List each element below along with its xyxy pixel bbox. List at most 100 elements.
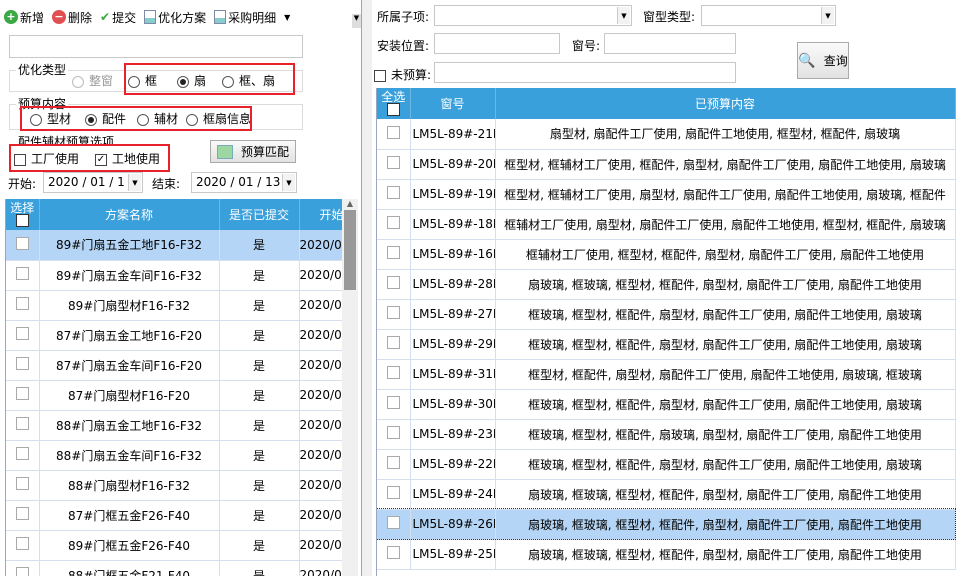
radio-frame-sash[interactable]: 框、扇 — [222, 72, 275, 89]
table-row[interactable]: LM5L-89#-22F20框玻璃, 框型材, 框配件, 扇型材, 扇配件工厂使… — [377, 449, 956, 480]
table-row[interactable]: 88#门框五金F21-F40 是 2020/0 — [6, 560, 342, 576]
table-row[interactable]: 89#门扇型材F16-F32 是 2020/0 — [6, 290, 342, 321]
factory-use-checkbox[interactable]: 工厂使用 — [14, 150, 79, 167]
table-row[interactable]: LM5L-89#-24F22扇玻璃, 框玻璃, 框型材, 框配件, 扇型材, 扇… — [377, 479, 956, 510]
row-checkbox[interactable] — [6, 230, 40, 261]
unbudgeted-checkbox[interactable]: 未预算: — [374, 66, 431, 83]
row-checkbox[interactable] — [377, 299, 411, 330]
row-checkbox[interactable] — [377, 539, 411, 570]
table-row[interactable]: LM5L-89#-16F15框辅材工厂使用, 框型材, 框配件, 扇型材, 扇配… — [377, 239, 956, 270]
row-checkbox[interactable] — [377, 119, 411, 150]
window-no-input[interactable] — [604, 33, 736, 54]
row-checkbox[interactable] — [6, 560, 40, 576]
table-row[interactable]: LM5L-89#-25F23扇玻璃, 框玻璃, 框型材, 框配件, 扇型材, 扇… — [377, 539, 956, 570]
table-row[interactable]: 87#门扇五金车间F16-F20 是 2020/0 — [6, 350, 342, 381]
row-checkbox[interactable] — [6, 290, 40, 321]
row-checkbox[interactable] — [6, 260, 40, 291]
table-row[interactable]: LM5L-89#-31F29框型材, 框配件, 扇型材, 扇配件工厂使用, 扇配… — [377, 359, 956, 390]
table-row[interactable]: LM5L-89#-20F18框型材, 框辅材工厂使用, 框配件, 扇型材, 扇配… — [377, 149, 956, 180]
start-date-picker[interactable]: 2020 / 01 / 1 ▼ — [43, 172, 143, 193]
location-input[interactable] — [434, 33, 560, 54]
row-checkbox[interactable] — [377, 509, 411, 540]
table-row[interactable]: 88#门扇型材F16-F32 是 2020/0 — [6, 470, 342, 501]
table-row[interactable]: 89#门框五金F26-F40 是 2020/0 — [6, 530, 342, 561]
column-header-budget-content[interactable]: 已预算内容 — [495, 88, 956, 119]
name-input[interactable] — [9, 35, 303, 58]
toolbar-overflow-button[interactable]: ▼ — [352, 14, 361, 28]
table-row[interactable]: LM5L-89#-23F21框玻璃, 框型材, 框配件, 扇玻璃, 扇型材, 扇… — [377, 419, 956, 450]
window-no-cell: LM5L-89#-28F26 — [410, 269, 496, 300]
table-row[interactable]: LM5L-89#-18F16框辅材工厂使用, 扇型材, 扇配件工厂使用, 扇配件… — [377, 209, 956, 240]
row-checkbox[interactable] — [377, 149, 411, 180]
budget-match-button[interactable]: 预算匹配 — [210, 140, 296, 163]
row-checkbox[interactable] — [6, 440, 40, 471]
add-button[interactable]: + 新增 — [4, 9, 44, 26]
right-panel: 所属子项: ▼ 窗型类型: ▼ 安装位置: 窗号: 未预算: 🔍 查询 全选 窗号… — [372, 0, 956, 576]
table-row[interactable]: LM5L-89#-27F25框玻璃, 框型材, 框配件, 扇型材, 扇配件工厂使… — [377, 299, 956, 330]
row-checkbox[interactable] — [377, 239, 411, 270]
window-type-select[interactable]: ▼ — [701, 5, 836, 26]
column-header-window-no[interactable]: 窗号 — [410, 88, 496, 119]
radio-frame[interactable]: 框 — [128, 72, 157, 89]
end-date-picker[interactable]: 2020 / 01 / 13 ▼ — [191, 172, 297, 193]
row-checkbox[interactable] — [6, 320, 40, 351]
row-checkbox[interactable] — [377, 449, 411, 480]
row-checkbox[interactable] — [6, 500, 40, 531]
table-row[interactable]: LM5L-89#-26F24扇玻璃, 框玻璃, 框型材, 框配件, 扇型材, 扇… — [377, 508, 956, 540]
row-checkbox[interactable] — [377, 479, 411, 510]
row-checkbox[interactable] — [377, 359, 411, 390]
select-all-header[interactable]: 全选 — [377, 88, 411, 119]
row-checkbox[interactable] — [6, 410, 40, 441]
row-checkbox[interactable] — [377, 269, 411, 300]
table-row[interactable]: LM5L-89#-29F27框玻璃, 框型材, 框配件, 扇型材, 扇配件工厂使… — [377, 329, 956, 360]
query-button[interactable]: 🔍 查询 — [797, 42, 849, 79]
vertical-scrollbar[interactable]: ▲ — [342, 199, 358, 576]
submitted-cell: 是 — [219, 290, 300, 321]
row-checkbox[interactable] — [377, 419, 411, 450]
row-checkbox[interactable] — [6, 350, 40, 381]
radio-hardware[interactable]: 配件 — [85, 110, 126, 127]
column-header-submitted[interactable]: 是否已提交 — [219, 199, 300, 230]
toolbar-dropdown-icon[interactable]: ▼ — [284, 12, 291, 22]
submit-button[interactable]: ✔ 提交 — [100, 10, 137, 25]
table-row[interactable]: LM5L-89#-21F19扇型材, 扇配件工厂使用, 扇配件工地使用, 框型材… — [377, 119, 956, 150]
subitem-select[interactable]: ▼ — [434, 5, 632, 26]
scrollbar-thumb[interactable] — [344, 210, 356, 290]
table-row[interactable]: 88#门扇五金工地F16-F32 是 2020/0 — [6, 410, 342, 441]
table-row[interactable]: LM5L-89#-28F26扇玻璃, 框玻璃, 框型材, 框配件, 扇型材, 扇… — [377, 269, 956, 300]
splitter[interactable] — [362, 0, 372, 576]
optimize-plan-button[interactable]: 优化方案 — [144, 9, 206, 26]
radio-sash[interactable]: 扇 — [177, 72, 206, 89]
table-row[interactable]: 87#门扇五金工地F16-F20 是 2020/0 — [6, 320, 342, 351]
row-checkbox[interactable] — [6, 530, 40, 561]
radio-profile[interactable]: 型材 — [30, 110, 71, 127]
delete-button[interactable]: − 删除 — [52, 9, 92, 26]
table-row[interactable]: 89#门扇五金工地F16-F32 是 2020/0 — [6, 230, 342, 261]
table-row[interactable]: 87#门扇型材F16-F20 是 2020/0 — [6, 380, 342, 411]
row-checkbox[interactable] — [377, 209, 411, 240]
unbudgeted-input[interactable] — [434, 62, 736, 83]
row-checkbox[interactable] — [6, 470, 40, 501]
row-checkbox[interactable] — [377, 179, 411, 210]
row-checkbox[interactable] — [6, 380, 40, 411]
subitem-label: 所属子项: — [377, 10, 430, 24]
radio-accessories[interactable]: 辅材 — [137, 110, 178, 127]
start-date-label: 开始: — [8, 177, 37, 191]
table-row[interactable]: 88#门扇五金车间F16-F32 是 2020/0 — [6, 440, 342, 471]
table-row[interactable]: 87#门框五金F26-F40 是 2020/0 — [6, 500, 342, 531]
radio-frame-sash-info[interactable]: 框扇信息 — [186, 110, 251, 127]
column-header-plan-name[interactable]: 方案名称 — [39, 199, 220, 230]
table-row[interactable]: LM5L-89#-30F28框玻璃, 框型材, 框配件, 扇型材, 扇配件工厂使… — [377, 389, 956, 420]
budget-options-label: 配件辅材预算选项 — [16, 133, 117, 144]
table-row[interactable]: LM5L-89#-19F17框型材, 框辅材工厂使用, 扇型材, 扇配件工厂使用… — [377, 179, 956, 210]
row-checkbox[interactable] — [377, 329, 411, 360]
purchase-detail-button[interactable]: 采购明细 — [214, 9, 276, 26]
table-row[interactable]: 89#门扇五金车间F16-F32 是 2020/0 — [6, 260, 342, 291]
column-header-start[interactable]: 开始 — [299, 199, 342, 230]
plus-circle-icon: + — [4, 10, 18, 24]
select-all-header[interactable]: 选择 — [6, 199, 40, 230]
row-checkbox[interactable] — [377, 389, 411, 420]
budget-content-cell: 框辅材工厂使用, 扇型材, 扇配件工厂使用, 扇配件工地使用, 框型材, 框配件… — [495, 209, 956, 240]
radio-whole-window: 整窗 — [72, 72, 113, 89]
site-use-checkbox[interactable]: ✓ 工地使用 — [95, 152, 161, 166]
